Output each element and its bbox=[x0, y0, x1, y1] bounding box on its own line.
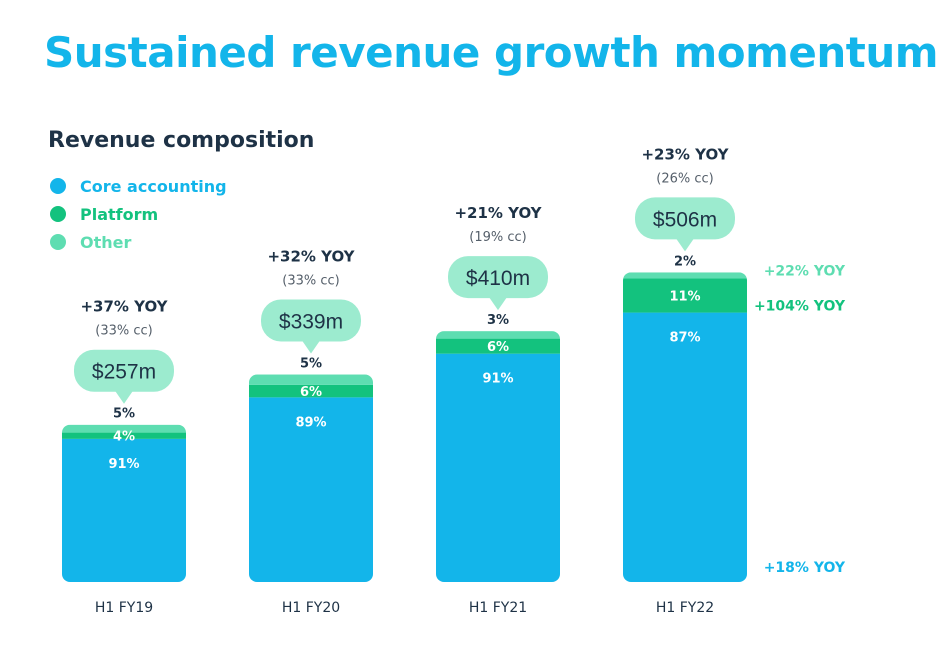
page-title: Sustained revenue growth momentum bbox=[44, 28, 939, 77]
legend-item-platform: Platform bbox=[50, 200, 227, 228]
bar-segment-core-accounting bbox=[249, 397, 373, 582]
platform-share-label: 6% bbox=[300, 385, 322, 400]
legend-label-core: Core accounting bbox=[80, 176, 227, 196]
legend-label-other: Other bbox=[80, 232, 132, 252]
total-bubble bbox=[261, 299, 361, 342]
total-revenue-label: $257m bbox=[92, 361, 156, 384]
bar-segment-platform bbox=[249, 384, 373, 398]
core-share-label: 89% bbox=[295, 415, 326, 430]
bubble-pointer bbox=[302, 340, 320, 354]
other-share-label: 2% bbox=[674, 254, 696, 269]
segment-growth-platform: +104% YOY bbox=[754, 298, 846, 314]
platform-share-label: 4% bbox=[113, 430, 135, 445]
total-revenue-label: $410m bbox=[466, 267, 530, 290]
core-share-label: 91% bbox=[482, 372, 513, 387]
segment-growth-other: +22% YOY bbox=[764, 263, 846, 279]
legend-dot-platform bbox=[50, 206, 66, 222]
core-share-label: 87% bbox=[669, 331, 700, 346]
other-share-label: 5% bbox=[300, 357, 322, 372]
constant-currency-label: (26% cc) bbox=[656, 171, 713, 186]
legend-item-core: Core accounting bbox=[50, 172, 227, 200]
total-revenue-label: $506m bbox=[653, 208, 717, 231]
platform-share-label: 6% bbox=[487, 340, 509, 355]
bar-segment-platform bbox=[436, 338, 560, 354]
legend-item-other: Other bbox=[50, 228, 227, 256]
platform-share-label: 11% bbox=[669, 290, 700, 305]
other-share-label: 3% bbox=[487, 313, 509, 328]
total-bubble bbox=[448, 256, 548, 299]
constant-currency-label: (33% cc) bbox=[282, 274, 339, 289]
legend-dot-core bbox=[50, 178, 66, 194]
bar-segment-platform bbox=[623, 278, 747, 313]
bar-segment-core-accounting bbox=[623, 312, 747, 582]
total-bubble bbox=[635, 197, 735, 240]
constant-currency-label: (19% cc) bbox=[469, 230, 526, 245]
bar-segment-platform bbox=[62, 432, 186, 439]
bubble-pointer bbox=[489, 297, 507, 311]
total-bubble bbox=[74, 349, 174, 392]
bar-segment-other bbox=[62, 424, 186, 433]
x-tick-label: H1 FY22 bbox=[656, 600, 714, 616]
chart-subtitle: Revenue composition bbox=[48, 128, 315, 153]
constant-currency-label: (33% cc) bbox=[95, 324, 152, 339]
x-tick-label: H1 FY20 bbox=[282, 600, 340, 616]
x-tick-label: H1 FY19 bbox=[95, 600, 153, 616]
core-share-label: 91% bbox=[108, 457, 139, 472]
yoy-growth-label: +21% YOY bbox=[454, 204, 542, 222]
bar-segment-core-accounting bbox=[436, 353, 560, 582]
legend-dot-other bbox=[50, 234, 66, 250]
legend: Core accounting Platform Other bbox=[50, 172, 227, 256]
x-tick-label: H1 FY21 bbox=[469, 600, 527, 616]
bubble-pointer bbox=[676, 238, 694, 252]
yoy-growth-label: +23% YOY bbox=[641, 145, 729, 163]
yoy-growth-label: +32% YOY bbox=[267, 248, 355, 266]
bar-segment-other bbox=[436, 331, 560, 339]
legend-label-platform: Platform bbox=[80, 204, 159, 224]
bubble-pointer bbox=[115, 390, 133, 404]
segment-growth-core-accounting: +18% YOY bbox=[764, 560, 846, 576]
yoy-growth-label: +37% YOY bbox=[80, 298, 168, 316]
total-revenue-label: $339m bbox=[279, 311, 343, 334]
other-share-label: 5% bbox=[113, 407, 135, 422]
bar-segment-core-accounting bbox=[62, 438, 186, 582]
bar-segment-other bbox=[623, 272, 747, 279]
bar-segment-other bbox=[249, 374, 373, 385]
